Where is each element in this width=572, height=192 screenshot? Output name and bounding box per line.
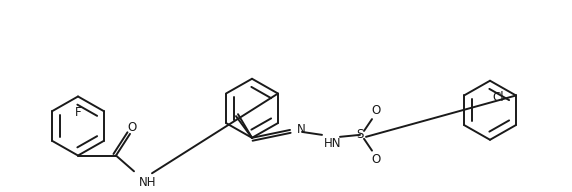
Text: S: S (356, 128, 364, 141)
Text: HN: HN (324, 137, 341, 150)
Text: N: N (297, 123, 306, 137)
Text: Cl: Cl (492, 91, 503, 103)
Text: F: F (75, 106, 81, 119)
Text: O: O (371, 153, 380, 166)
Text: O: O (128, 122, 137, 134)
Text: NH: NH (139, 176, 157, 189)
Text: O: O (371, 104, 380, 117)
